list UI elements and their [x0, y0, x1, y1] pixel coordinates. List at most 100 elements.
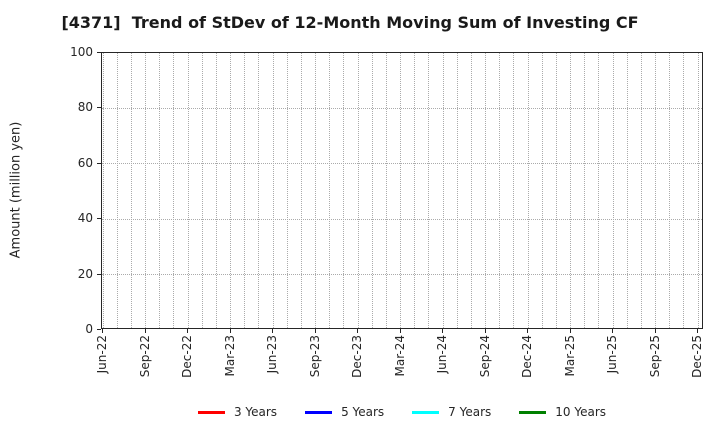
x-tick-mark	[484, 329, 486, 333]
vertical-gridline	[414, 53, 416, 328]
legend-item-5-years: 5 Years	[305, 405, 384, 419]
x-tick-mark	[229, 329, 231, 333]
vertical-gridline	[343, 53, 345, 328]
vertical-gridline	[173, 53, 175, 328]
x-tick-label: Jun-22	[95, 335, 109, 374]
vertical-gridline	[655, 53, 657, 328]
x-tick-mark	[612, 329, 614, 333]
vertical-gridline	[598, 53, 600, 328]
vertical-gridline	[230, 53, 232, 328]
x-tick-label: Dec-22	[180, 335, 195, 378]
vertical-gridline	[130, 53, 132, 328]
vertical-gridline	[300, 53, 302, 328]
vertical-gridline	[187, 53, 189, 328]
legend-line-swatch	[305, 410, 333, 414]
x-tick-label: Mar-24	[392, 335, 407, 377]
vertical-gridline	[555, 53, 557, 328]
vertical-gridline	[442, 53, 444, 328]
x-tick-label: Sep-22	[137, 335, 152, 378]
vertical-gridline	[584, 53, 586, 328]
vertical-gridline	[683, 53, 685, 328]
vertical-gridline	[116, 53, 118, 328]
vertical-gridline	[244, 53, 246, 328]
vertical-gridline	[201, 53, 203, 328]
x-tick-mark	[654, 329, 656, 333]
legend-label: 5 Years	[341, 405, 385, 419]
vertical-gridline	[485, 53, 487, 328]
x-tick-mark	[399, 329, 401, 333]
legend-label: 10 Years	[555, 405, 607, 419]
legend-item-3-years: 3 Years	[197, 405, 277, 419]
vertical-gridline	[215, 53, 217, 328]
x-tick-mark	[527, 329, 529, 333]
horizontal-gridline	[102, 218, 702, 220]
x-tick-label: Sep-24	[477, 335, 492, 378]
horizontal-gridline	[102, 107, 702, 109]
vertical-gridline	[456, 53, 458, 328]
vertical-gridline	[258, 53, 260, 328]
x-tick-label: Mar-23	[222, 335, 237, 377]
legend-label: 7 Years	[448, 405, 492, 419]
y-tick-label: 0	[85, 322, 93, 336]
x-tick-mark	[272, 329, 274, 333]
vertical-gridline	[697, 53, 699, 328]
vertical-gridline	[527, 53, 529, 328]
chart-title: [4371] Trend of StDev of 12-Month Moving…	[61, 13, 639, 32]
y-tick-label: 60	[77, 155, 93, 170]
x-tick-mark	[569, 329, 571, 333]
x-tick-label: Mar-25	[562, 335, 577, 377]
y-tick-label: 80	[77, 100, 93, 115]
vertical-gridline	[357, 53, 359, 328]
x-tick-mark	[314, 329, 316, 333]
x-tick-mark	[442, 329, 444, 333]
x-tick-mark	[187, 329, 189, 333]
vertical-gridline	[371, 53, 373, 328]
x-tick-label: Dec-23	[350, 335, 365, 378]
legend-line-swatch	[519, 410, 547, 414]
x-tick-label: Sep-23	[307, 335, 322, 378]
y-tick-label: 20	[77, 266, 93, 281]
legend-line-swatch	[197, 410, 225, 414]
vertical-gridline	[499, 53, 501, 328]
vertical-gridline	[102, 53, 104, 328]
y-tick-mark	[97, 273, 101, 275]
vertical-gridline	[570, 53, 572, 328]
vertical-gridline	[541, 53, 543, 328]
plot-area	[101, 52, 703, 329]
y-tick-mark	[97, 329, 101, 330]
x-tick-mark	[697, 329, 699, 333]
y-tick-mark	[97, 52, 101, 53]
legend-item-10-years: 10 Years	[519, 405, 606, 419]
horizontal-gridline	[102, 274, 702, 276]
vertical-gridline	[612, 53, 614, 328]
horizontal-gridline	[102, 163, 702, 165]
x-tick-label: Sep-25	[647, 335, 662, 378]
legend-item-7-years: 7 Years	[412, 405, 491, 419]
x-tick-label: Dec-24	[520, 335, 535, 378]
vertical-gridline	[470, 53, 472, 328]
vertical-gridline	[669, 53, 671, 328]
x-tick-mark	[102, 329, 103, 333]
vertical-gridline	[513, 53, 515, 328]
x-tick-mark	[144, 329, 146, 333]
vertical-gridline	[400, 53, 402, 328]
x-tick-label: Jun-24	[435, 335, 450, 374]
vertical-gridline	[145, 53, 146, 328]
y-tick-mark	[97, 218, 101, 220]
x-tick-label: Jun-25	[605, 335, 620, 374]
x-tick-label: Jun-23	[265, 335, 280, 374]
vertical-gridline	[626, 53, 628, 328]
x-tick-label: Dec-25	[690, 335, 705, 378]
vertical-gridline	[385, 53, 387, 328]
vertical-gridline	[272, 53, 274, 328]
y-tick-label: 40	[77, 211, 93, 226]
legend-line-swatch	[412, 410, 440, 414]
vertical-gridline	[286, 53, 288, 328]
vertical-gridline	[640, 53, 642, 328]
vertical-gridline	[329, 53, 331, 328]
y-axis-title: Amount (million yen)	[8, 121, 24, 259]
vertical-gridline	[315, 53, 317, 328]
y-tick-label: 100	[70, 45, 93, 59]
vertical-gridline	[428, 53, 430, 328]
